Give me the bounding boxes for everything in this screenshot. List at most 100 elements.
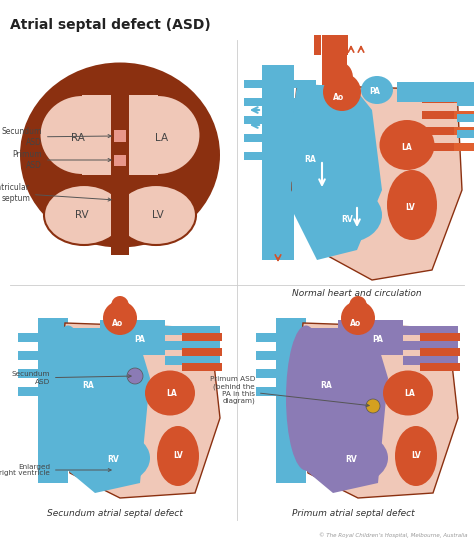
Polygon shape [60, 323, 220, 498]
Text: LV: LV [405, 203, 415, 212]
Bar [422, 95, 454, 103]
Text: RA: RA [82, 381, 94, 391]
Bar [111, 80, 129, 255]
Bar [314, 35, 321, 55]
Bar [420, 348, 460, 356]
Text: Normal heart and circulation: Normal heart and circulation [292, 288, 422, 298]
Bar [165, 356, 220, 365]
Text: PA: PA [135, 335, 146, 345]
Ellipse shape [341, 301, 375, 335]
Bar [422, 111, 454, 119]
Text: Ao: Ao [112, 318, 124, 328]
Text: © The Royal Children’s Hospital, Melbourne, Australia: © The Royal Children’s Hospital, Melbour… [319, 532, 468, 538]
Text: Secundum
ASD: Secundum ASD [11, 371, 131, 385]
Text: Atrial septal defect (ASD): Atrial septal defect (ASD) [10, 18, 211, 32]
Bar [182, 363, 222, 371]
Text: RV: RV [341, 216, 353, 224]
Text: LA: LA [155, 133, 169, 143]
Ellipse shape [331, 63, 353, 93]
Text: Primum atrial septal defect: Primum atrial septal defect [292, 509, 414, 517]
Bar [454, 127, 474, 135]
Bar [18, 333, 38, 342]
Bar [165, 341, 220, 350]
Bar [332, 35, 339, 55]
Bar [18, 351, 38, 360]
Bar [341, 35, 348, 55]
Bar [256, 369, 276, 378]
Ellipse shape [116, 95, 201, 175]
Bar [256, 333, 276, 342]
Bar [244, 80, 264, 88]
Bar [244, 98, 264, 106]
Bar [422, 127, 454, 135]
Polygon shape [292, 85, 382, 260]
Bar [457, 82, 474, 90]
Bar [403, 326, 458, 335]
Text: PA: PA [370, 88, 381, 96]
Text: RV: RV [75, 210, 89, 220]
Text: RA: RA [71, 133, 85, 143]
Polygon shape [58, 328, 150, 493]
Ellipse shape [63, 358, 118, 418]
Bar [100, 320, 165, 355]
Text: Ventricular
septum: Ventricular septum [0, 183, 111, 203]
Ellipse shape [308, 430, 388, 486]
Text: LA: LA [405, 389, 415, 399]
Text: LV: LV [411, 451, 421, 461]
Ellipse shape [366, 399, 380, 413]
Ellipse shape [286, 325, 326, 470]
Text: LV: LV [173, 451, 183, 461]
Text: Primum
ASD: Primum ASD [12, 150, 111, 170]
Text: LA: LA [401, 143, 412, 152]
Text: Enlarged
right ventricle: Enlarged right ventricle [0, 463, 111, 476]
Ellipse shape [395, 426, 437, 486]
Ellipse shape [285, 115, 335, 195]
Ellipse shape [157, 426, 199, 486]
Bar [114, 155, 126, 166]
Text: Ao: Ao [350, 318, 362, 328]
Ellipse shape [145, 370, 195, 416]
Ellipse shape [383, 370, 433, 416]
Bar [114, 95, 126, 250]
Ellipse shape [387, 170, 437, 240]
Bar [114, 130, 126, 142]
Ellipse shape [44, 185, 124, 245]
Bar [244, 134, 264, 142]
Bar [294, 134, 316, 142]
Bar [82, 95, 158, 175]
Ellipse shape [361, 76, 393, 104]
Bar [457, 130, 474, 138]
Bar [338, 320, 403, 355]
Polygon shape [298, 323, 458, 498]
Ellipse shape [127, 368, 143, 384]
Text: RV: RV [345, 456, 357, 464]
Text: RA: RA [320, 381, 332, 391]
Text: Secundum
ASD: Secundum ASD [1, 127, 111, 147]
Bar [294, 116, 316, 124]
Text: RA: RA [304, 155, 316, 165]
Bar [18, 387, 38, 396]
Bar [454, 143, 474, 151]
Ellipse shape [116, 185, 196, 245]
Bar [182, 333, 222, 341]
Bar [454, 111, 474, 119]
Text: LV: LV [152, 210, 164, 220]
Bar [403, 341, 458, 350]
Bar [422, 143, 454, 151]
Ellipse shape [39, 95, 125, 175]
Text: Ao: Ao [333, 92, 345, 102]
Bar [294, 80, 316, 88]
Polygon shape [296, 328, 388, 493]
Ellipse shape [48, 325, 88, 470]
Ellipse shape [349, 296, 367, 316]
Bar [294, 152, 316, 160]
Bar [420, 363, 460, 371]
Ellipse shape [380, 120, 435, 170]
Polygon shape [292, 85, 462, 280]
Bar [18, 369, 38, 378]
Bar [323, 35, 330, 55]
Text: Secundum atrial septal defect: Secundum atrial septal defect [47, 509, 183, 517]
Bar [38, 318, 68, 483]
Bar [457, 114, 474, 122]
Ellipse shape [20, 62, 220, 247]
